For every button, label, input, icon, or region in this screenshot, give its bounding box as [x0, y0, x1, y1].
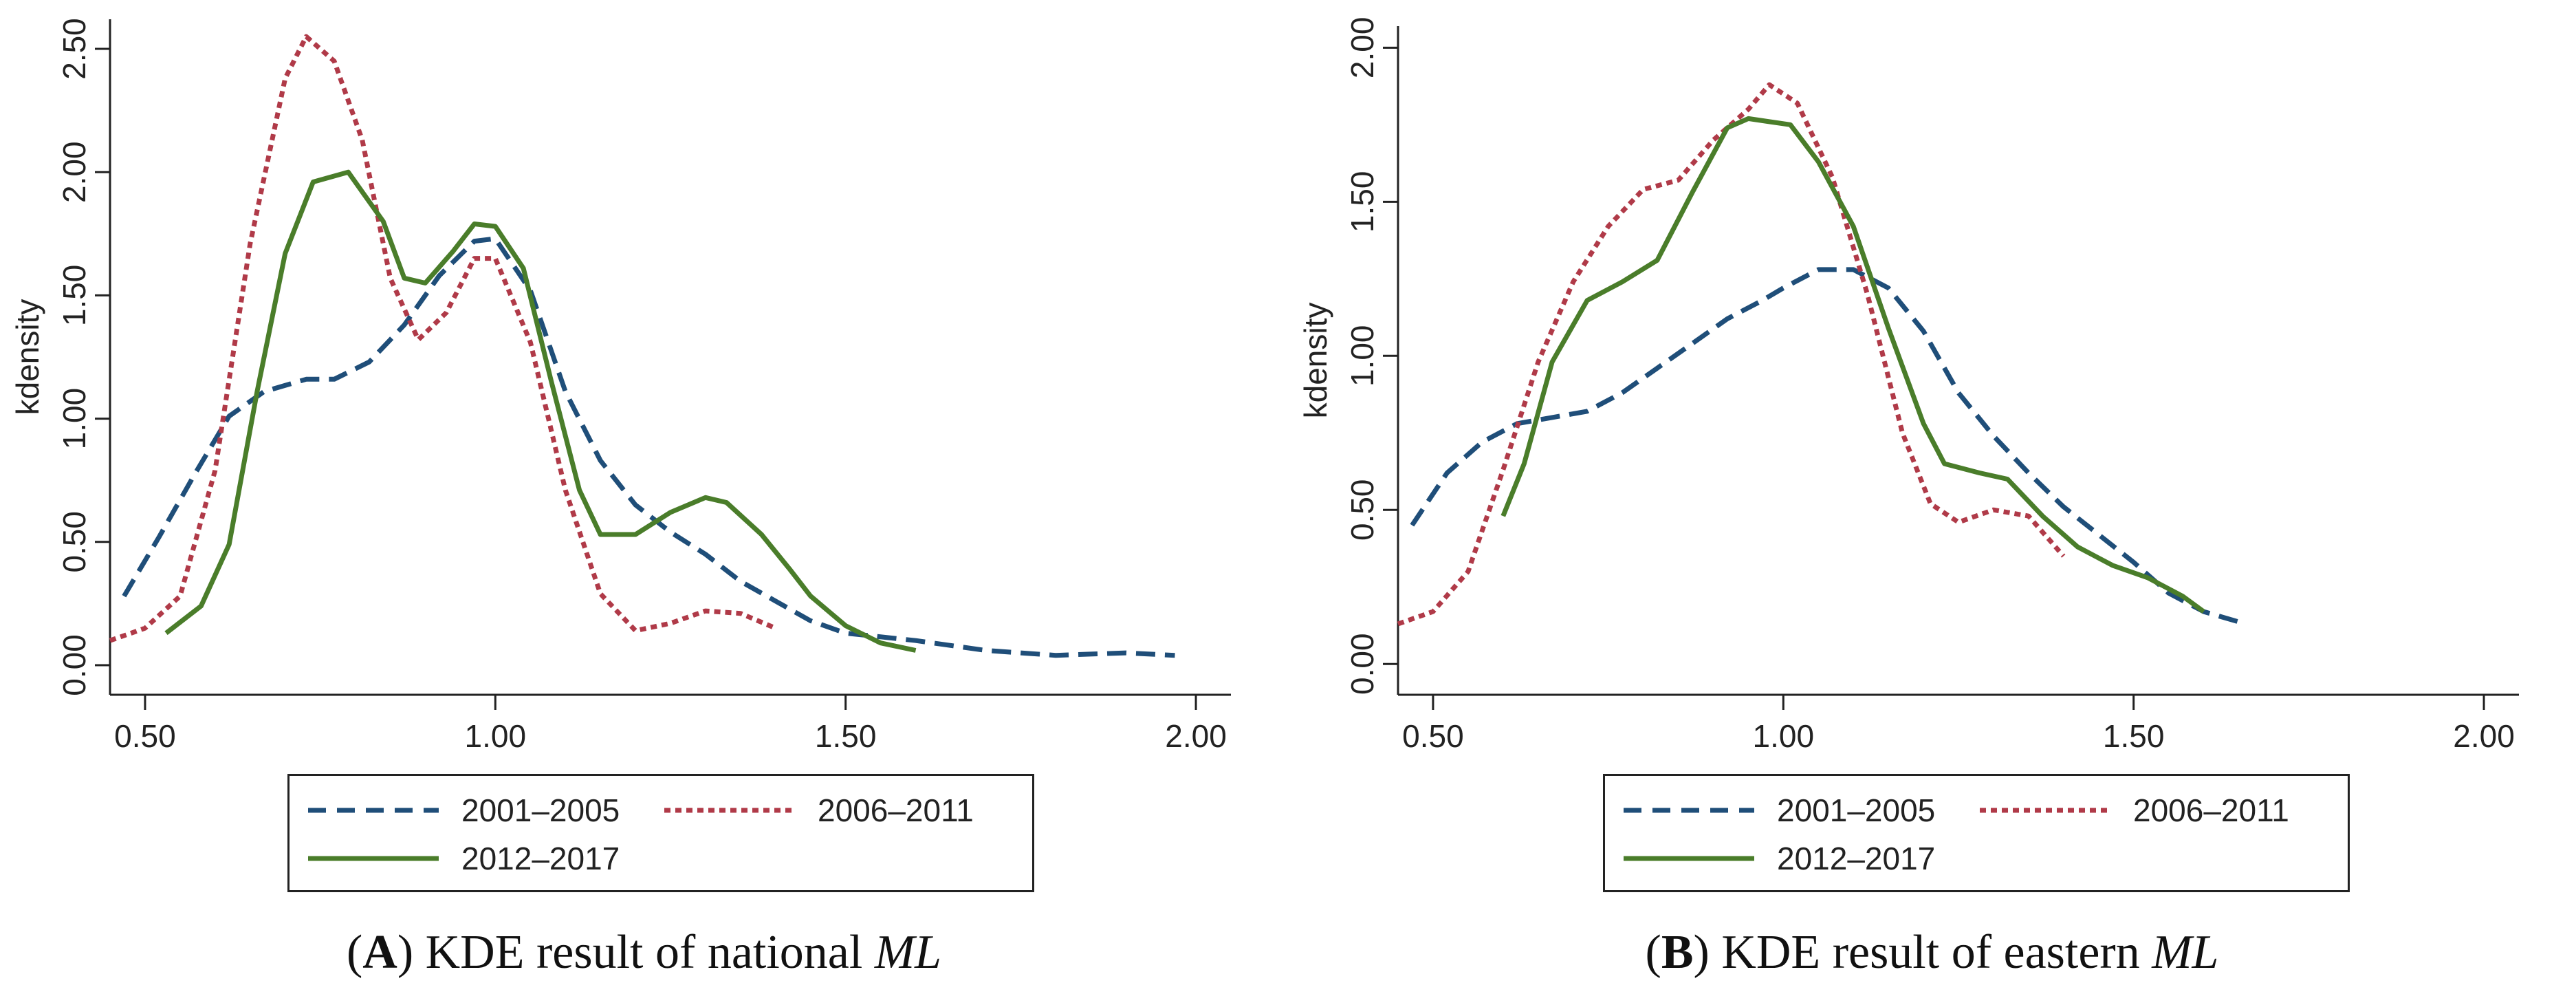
legend-label: 2006–2011: [818, 792, 974, 828]
panel-a: 0.00 0.50 1.00 1.50 2.00 2.50 0.50 1.00 1.50 2.00…: [10, 18, 1231, 979]
legend-label: 2006–2011: [2133, 792, 2289, 828]
x-tick-label: 2.00: [2453, 718, 2515, 754]
series-line-2006-2011: [1397, 82, 2066, 627]
caption-italic: ML: [2152, 926, 2219, 979]
legend-swatch-dotted: [1980, 808, 2110, 813]
legend-item-2012-2017: 2012–2017: [305, 838, 620, 879]
y-tick-label: 0.50: [56, 511, 92, 573]
x-tick-label: 0.50: [114, 718, 176, 754]
y-tick-label: 1.00: [1344, 325, 1380, 387]
legend-item-2006-2011: 2006–2011: [661, 790, 974, 831]
x-tick-label: 1.50: [2103, 718, 2165, 754]
x-tick-label: 0.50: [1402, 718, 1464, 754]
y-tick-label: 1.50: [1344, 171, 1380, 233]
legend-swatch-dotted: [664, 808, 795, 813]
caption-b: (B) KDE result of eastern ML: [1645, 926, 2219, 979]
legend-item-2006-2011: 2006–2011: [1976, 790, 2289, 831]
legend-item-2001-2005: 2001–2005: [1620, 790, 1935, 831]
y-tick-label: 2.50: [56, 18, 92, 80]
y-axis-label: kdensity: [1298, 303, 1333, 419]
series-line-2001-2005: [122, 236, 1175, 658]
y-tick-label: 0.50: [1344, 479, 1380, 541]
legend-swatch-dashed: [1624, 808, 1754, 813]
series-line-2012-2017: [1500, 116, 2205, 614]
x-tick-label: 2.00: [1165, 718, 1227, 754]
legend-a: 2001–2005 2006–2011 2012–2017: [287, 774, 1034, 892]
panel-b: 0.00 0.50 1.00 1.50 2.00 0.50 1.00 1.50 2.00 kden…: [1288, 0, 2576, 994]
x-tick-label: 1.00: [1753, 718, 1815, 754]
legend-label: 2012–2017: [1777, 841, 1936, 876]
caption-a: (A) KDE result of national ML: [346, 926, 942, 979]
legend-swatch-solid: [308, 856, 439, 861]
legend-label: 2012–2017: [461, 841, 620, 876]
legend-item-2012-2017: 2012–2017: [1620, 838, 1935, 879]
chart-b: 0.00 0.50 1.00 1.50 2.00 0.50 1.00 1.50 2.00 kden…: [1298, 17, 2519, 754]
series-line-2001-2005: [1410, 267, 2247, 627]
legend-item-2001-2005: 2001–2005: [305, 790, 620, 831]
caption-italic: ML: [874, 926, 942, 979]
series-line-2006-2011: [109, 34, 777, 643]
series-line-2012-2017: [164, 169, 917, 653]
panel-letter: A: [362, 926, 397, 979]
y-tick-label: 1.00: [56, 388, 92, 450]
caption-text: KDE result of eastern: [1721, 926, 2140, 979]
caption-text: KDE result of national: [425, 926, 863, 979]
y-tick-label: 1.50: [56, 265, 92, 327]
y-tick-label: 0.00: [56, 634, 92, 696]
legend-label: 2001–2005: [1777, 792, 1936, 828]
y-tick-label: 2.00: [1344, 17, 1380, 79]
legend-label: 2001–2005: [461, 792, 620, 828]
y-tick-label: 0.00: [1344, 633, 1380, 695]
y-tick-label: 2.00: [56, 141, 92, 203]
legend-b: 2001–2005 2006–2011 2012–2017: [1603, 774, 2350, 892]
panel-letter: B: [1661, 926, 1694, 979]
y-axis-label: kdensity: [10, 299, 45, 415]
legend-swatch-solid: [1624, 856, 1754, 861]
x-tick-label: 1.00: [465, 718, 527, 754]
x-tick-label: 1.50: [815, 718, 877, 754]
chart-a: 0.00 0.50 1.00 1.50 2.00 2.50 0.50 1.00 1.50 2.00…: [10, 18, 1231, 754]
legend-swatch-dashed: [308, 808, 439, 813]
